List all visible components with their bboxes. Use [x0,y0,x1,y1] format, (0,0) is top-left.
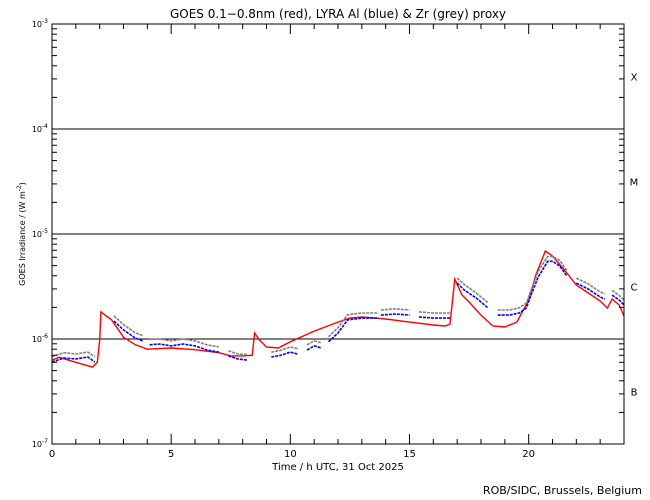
x-tick-label: 15 [403,449,416,460]
series-line-blue [327,317,379,343]
series-line-grey [575,277,606,295]
data-series [51,249,625,368]
x-tick-label: 0 [49,449,55,460]
chart-title: GOES 0.1−0.8nm (red), LYRA Al (blue) & Z… [170,7,506,21]
series-line-blue [51,356,96,363]
axis-ticks [51,24,625,445]
series-line-blue [228,355,248,361]
series-line-grey [418,311,450,314]
series-line-blue [306,345,322,351]
series-line-blue [611,294,625,306]
series-line-blue [456,282,489,309]
flare-class-label: C [631,283,638,294]
flare-class-label: B [631,388,638,399]
series-line-grey [306,340,322,346]
series-line-blue [575,282,606,300]
footer-credit: ROB/SIDC, Brussels, Belgium [483,484,642,497]
tick-labels: 0 5 10 15 20 10-3 10-4 10-5 10-6 10-7 X M C B [32,18,638,460]
x-tick-label: 10 [284,449,297,460]
flare-class-label: X [631,73,638,84]
y-axis-label: GOES Irradiance / (W m-2) [16,182,27,286]
x-axis-label: Time / h UTC, 31 Oct 2025 [271,462,404,473]
series-line-blue [497,260,568,316]
y-tick-label: 10-5 [32,228,48,239]
series-line-grey [456,277,489,304]
series-line-blue [271,351,298,358]
series-line-blue [149,343,219,353]
x-tick-label: 5 [168,449,174,460]
series-line-blue [113,320,143,342]
series-line-grey [380,307,410,311]
y-tick-label: 10-3 [32,18,48,29]
y-tick-label: 10-4 [32,123,48,134]
series-line-grey [228,350,248,356]
series-line-grey [149,338,219,348]
series-line-grey [113,315,143,337]
series-line-grey [271,346,298,353]
series-line-grey [51,351,96,358]
x-tick-label: 20 [522,449,535,460]
series-line-blue [380,313,410,316]
y-tick-label: 10-6 [32,333,48,344]
series-line-grey [327,312,379,338]
series-line-grey [497,255,568,311]
series-line-grey [611,289,625,301]
series-line-red [51,249,625,368]
reference-lines [52,128,624,340]
y-tick-label: 10-7 [32,438,48,449]
series-line-blue [418,316,450,319]
flare-class-label: M [630,178,639,189]
